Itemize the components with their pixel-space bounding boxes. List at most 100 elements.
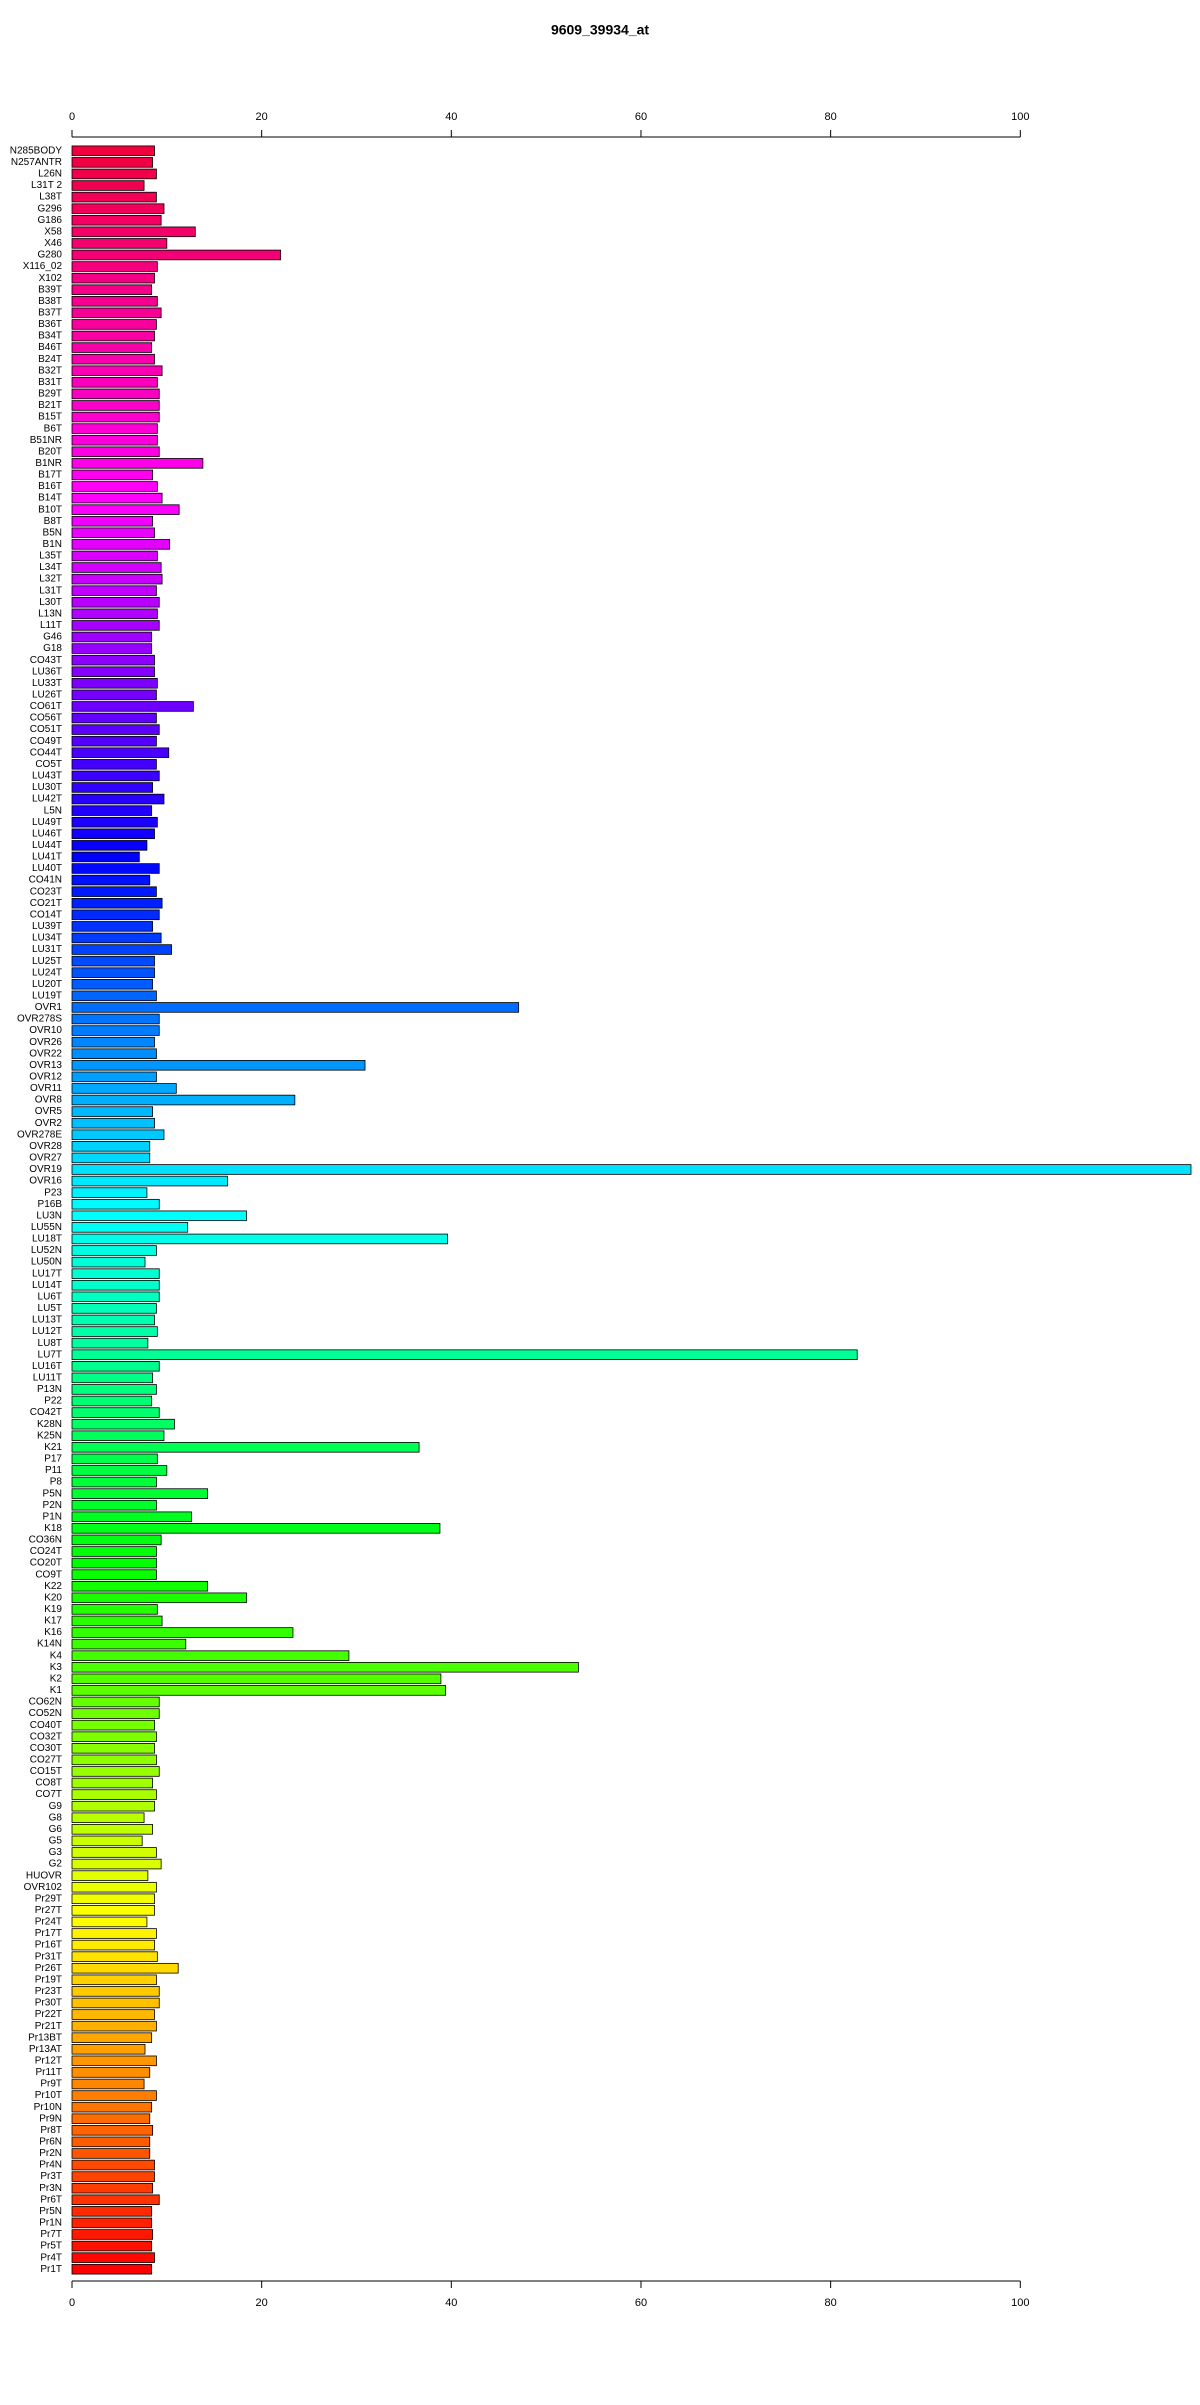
bar [71, 724, 160, 735]
y-tick-label: CO51T [30, 724, 62, 735]
bar [71, 1256, 146, 1268]
y-tick-label: OVR1 [35, 1002, 63, 1013]
y-tick-label: OVR13 [29, 1060, 62, 1071]
bar [71, 203, 165, 214]
y-tick-label: B1N [43, 539, 62, 550]
bar [71, 1928, 157, 1939]
y-tick-label: LU26T [32, 690, 62, 701]
y-tick-label: Pr1T [40, 2264, 62, 2275]
bar [71, 1696, 160, 1708]
y-tick-label: Pr23T [35, 1986, 62, 1997]
x-tick-label-top: 20 [256, 111, 268, 123]
y-tick-label: Pr30T [35, 1998, 62, 2009]
bar [71, 1384, 157, 1395]
y-tick-label: CO41N [29, 875, 62, 886]
y-tick-label: L34T [39, 562, 62, 573]
y-tick-label: K3 [50, 1662, 63, 1673]
y-tick-label: LU13T [32, 1315, 62, 1326]
y-tick-label: OVR278S [17, 1014, 62, 1025]
y-tick-label: B51NR [30, 435, 62, 446]
y-tick-label: Pr9T [40, 2079, 62, 2090]
bar [71, 1210, 247, 1222]
bar [71, 1002, 520, 1013]
y-tick-label: CO62N [29, 1697, 62, 1708]
bar [71, 550, 158, 562]
y-tick-label: P2N [43, 1500, 62, 1511]
y-tick-label: G8 [49, 1812, 63, 1823]
bar [71, 897, 163, 909]
bar [71, 1974, 157, 1986]
y-tick-label: OVR8 [35, 1095, 63, 1106]
bar [71, 863, 160, 874]
y-tick-label: LU33T [32, 678, 62, 689]
y-tick-label: B24T [38, 354, 62, 365]
y-tick-label: Pr21T [35, 2021, 62, 2032]
y-tick-label: CO24T [30, 1546, 62, 1557]
bar [71, 1071, 157, 1083]
y-tick-label: LU16T [32, 1361, 62, 1372]
y-tick-label: Pr13AT [29, 2044, 62, 2055]
bar [71, 1835, 143, 1847]
y-tick-label: P8 [50, 1477, 63, 1488]
y-tick-label: K20 [44, 1592, 62, 1603]
y-tick-label: B31T [38, 377, 62, 388]
bar [71, 1546, 157, 1557]
bar [71, 1511, 192, 1523]
bar [71, 1743, 155, 1754]
bar [71, 1187, 148, 1198]
y-tick-label: CO44T [30, 747, 62, 758]
y-tick-label: LU7T [38, 1349, 62, 1360]
y-tick-label: B21T [38, 400, 62, 411]
y-tick-label: LU36T [32, 666, 62, 677]
bar [71, 1036, 155, 1048]
bar [71, 2148, 151, 2159]
y-tick-label: LU44T [32, 840, 62, 851]
y-tick-label: B10T [38, 504, 62, 515]
bar [71, 955, 155, 967]
x-tick-label-top: 0 [69, 111, 75, 123]
y-tick-label: CO42T [30, 1407, 62, 1418]
bar [71, 157, 154, 168]
bar [71, 1708, 160, 1719]
bar [71, 377, 158, 388]
x-tick-label-bottom: 60 [635, 2297, 647, 2309]
bar [71, 1789, 157, 1800]
y-tick-label: L31T [39, 585, 62, 596]
y-tick-label: Pr6T [40, 2194, 62, 2205]
y-tick-label: G296 [38, 203, 63, 214]
bar [71, 527, 155, 539]
bar [71, 1303, 157, 1314]
bar [71, 1580, 209, 1592]
bar [71, 1731, 157, 1742]
bar [71, 1534, 162, 1546]
bar [71, 1997, 160, 2009]
bar [71, 1754, 157, 1766]
bar [71, 1661, 579, 1673]
y-tick-label: K2 [50, 1673, 63, 1684]
bar [71, 423, 158, 434]
y-tick-label: LU25T [32, 956, 62, 967]
bar [71, 1453, 158, 1465]
bar [71, 1800, 155, 1812]
bar [71, 1094, 296, 1106]
bar [71, 689, 157, 701]
y-tick-label: LU11T [33, 1372, 62, 1383]
y-tick-label: CO32T [30, 1731, 62, 1742]
bar [71, 1048, 157, 1059]
bar [71, 307, 162, 319]
bar [71, 226, 196, 238]
y-tick-label: OVR11 [30, 1083, 62, 1094]
y-tick-label: OVR22 [29, 1048, 62, 1059]
y-tick-label: Pr22T [35, 2009, 62, 2020]
bar [71, 1870, 149, 1881]
y-tick-label: B16T [38, 481, 62, 492]
y-tick-label: B39T [38, 284, 62, 295]
bar [71, 944, 172, 955]
y-tick-label: CO14T [30, 909, 62, 920]
y-tick-label: LU55N [31, 1222, 62, 1233]
y-tick-label: LU52N [31, 1245, 62, 1256]
bar [71, 365, 163, 376]
y-tick-label: Pr9N [39, 2113, 62, 2124]
y-tick-label: Pr5T [40, 2241, 62, 2252]
y-tick-label: OVR10 [29, 1025, 62, 1036]
